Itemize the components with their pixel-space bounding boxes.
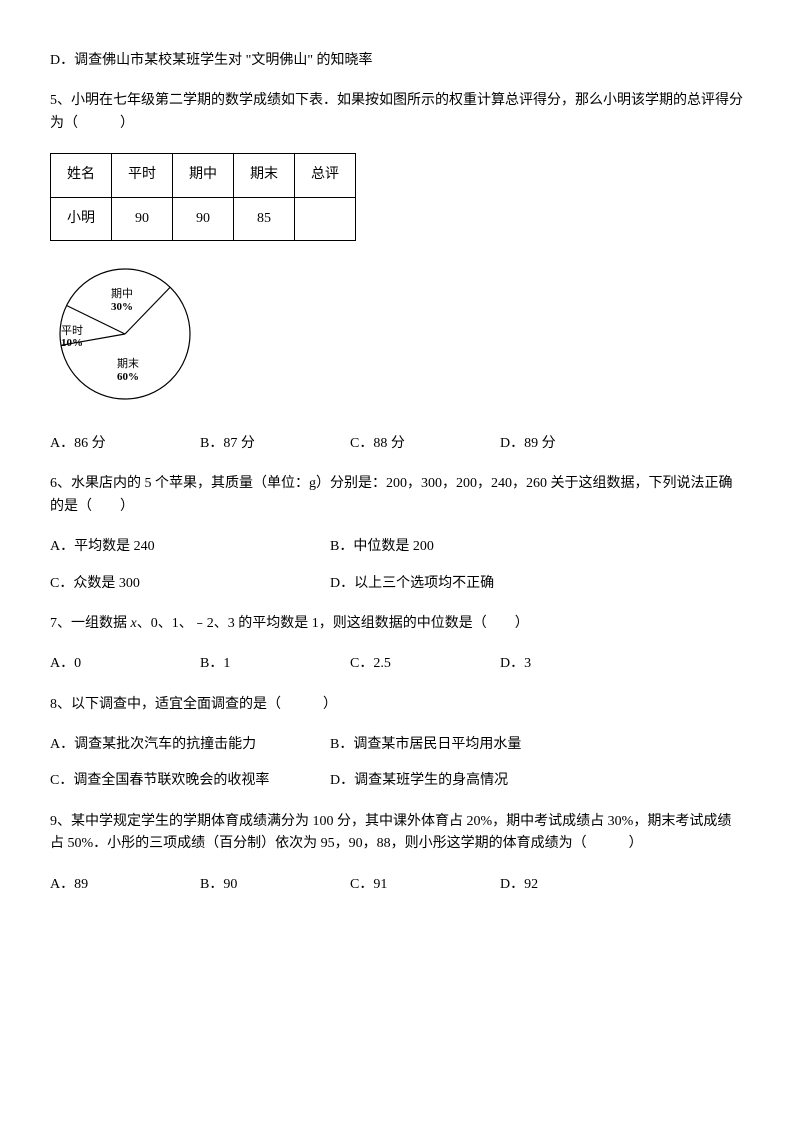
th-total: 总评 bbox=[295, 154, 356, 197]
q5-options: A．86 分 B．87 分 C．88 分 D．89 分 bbox=[50, 433, 744, 455]
q5-text: 5、小明在七年级第二学期的数学成绩如下表．如果按如图所示的权重计算总评得分，那么… bbox=[50, 90, 744, 135]
q9-opt-b: B．90 bbox=[200, 874, 350, 896]
q7-opt-a: A．0 bbox=[50, 653, 200, 675]
th-name: 姓名 bbox=[51, 154, 112, 197]
q8-options-cd: C．调查全国春节联欢晚会的收视率 D．调查某班学生的身高情况 bbox=[50, 770, 744, 792]
q8-opt-b: B．调查某市居民日平均用水量 bbox=[330, 734, 610, 756]
q8-options-ab: A．调查某批次汽车的抗撞击能力 B．调查某市居民日平均用水量 bbox=[50, 734, 744, 756]
q5-opt-c: C．88 分 bbox=[350, 433, 500, 455]
q9-opt-a: A．89 bbox=[50, 874, 200, 896]
th-ps: 平时 bbox=[112, 154, 173, 197]
svg-text:30%: 30% bbox=[111, 301, 133, 313]
td-final: 85 bbox=[234, 197, 295, 240]
q9-text: 9、某中学规定学生的学期体育成绩满分为 100 分，其中课外体育占 20%，期中… bbox=[50, 811, 744, 856]
table-row: 小明 90 90 85 bbox=[51, 197, 356, 240]
q6-options-ab: A．平均数是 240 B．中位数是 200 bbox=[50, 536, 744, 558]
th-mid: 期中 bbox=[173, 154, 234, 197]
option-d-text: D．调查佛山市某校某班学生对 "文明佛山" 的知晓率 bbox=[50, 50, 744, 72]
q6-opt-b: B．中位数是 200 bbox=[330, 536, 610, 558]
svg-text:平时: 平时 bbox=[61, 324, 83, 337]
q6-options-cd: C．众数是 300 D．以上三个选项均不正确 bbox=[50, 573, 744, 595]
q5-pie-chart: 平时 10% 期中 30% 期末 60% bbox=[50, 259, 200, 409]
q5-opt-d: D．89 分 bbox=[500, 433, 650, 455]
q8-text: 8、以下调查中，适宜全面调查的是（ ） bbox=[50, 694, 744, 716]
q6-opt-c: C．众数是 300 bbox=[50, 573, 330, 595]
q7-pre: 7、一组数据 bbox=[50, 616, 131, 631]
th-final: 期末 bbox=[234, 154, 295, 197]
svg-text:10%: 10% bbox=[61, 337, 83, 349]
q5-opt-a: A．86 分 bbox=[50, 433, 200, 455]
q7-opt-b: B．1 bbox=[200, 653, 350, 675]
table-row: 姓名 平时 期中 期末 总评 bbox=[51, 154, 356, 197]
q8-opt-c: C．调查全国春节联欢晚会的收视率 bbox=[50, 770, 330, 792]
q8-opt-a: A．调查某批次汽车的抗撞击能力 bbox=[50, 734, 330, 756]
td-name: 小明 bbox=[51, 197, 112, 240]
q7-options: A．0 B．1 C．2.5 D．3 bbox=[50, 653, 744, 675]
svg-text:期末: 期末 bbox=[117, 356, 139, 370]
td-ps: 90 bbox=[112, 197, 173, 240]
q6-text: 6、水果店内的 5 个苹果，其质量（单位：g）分别是：200，300，200，2… bbox=[50, 473, 744, 518]
q7-text: 7、一组数据 x、0、1、﹣2、3 的平均数是 1，则这组数据的中位数是（ ） bbox=[50, 613, 744, 635]
svg-text:60%: 60% bbox=[117, 371, 139, 383]
q9-options: A．89 B．90 C．91 D．92 bbox=[50, 874, 744, 896]
q8-opt-d: D．调查某班学生的身高情况 bbox=[330, 770, 610, 792]
q7-opt-c: C．2.5 bbox=[350, 653, 500, 675]
svg-text:期中: 期中 bbox=[111, 287, 133, 300]
q7-post: 、0、1、﹣2、3 的平均数是 1，则这组数据的中位数是（ ） bbox=[137, 616, 529, 631]
q9-opt-d: D．92 bbox=[500, 874, 650, 896]
q6-opt-a: A．平均数是 240 bbox=[50, 536, 330, 558]
q9-opt-c: C．91 bbox=[350, 874, 500, 896]
q7-opt-d: D．3 bbox=[500, 653, 650, 675]
q6-opt-d: D．以上三个选项均不正确 bbox=[330, 573, 610, 595]
td-mid: 90 bbox=[173, 197, 234, 240]
q5-table: 姓名 平时 期中 期末 总评 小明 90 90 85 bbox=[50, 153, 356, 241]
td-total bbox=[295, 197, 356, 240]
q5-opt-b: B．87 分 bbox=[200, 433, 350, 455]
